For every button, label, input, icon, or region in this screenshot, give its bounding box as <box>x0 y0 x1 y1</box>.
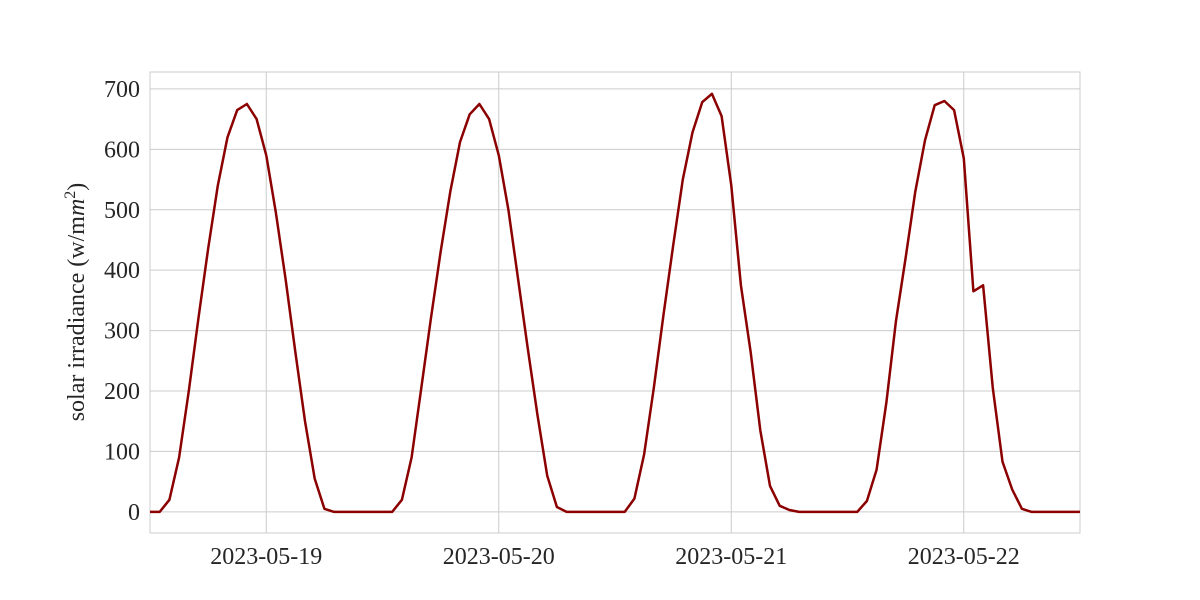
y-tick-label: 600 <box>104 137 140 163</box>
series-group <box>150 92 1080 514</box>
y-tick-label: 300 <box>104 319 140 345</box>
x-tick-label: 2023-05-20 <box>443 544 555 570</box>
plot-frame <box>149 71 1081 534</box>
y-tick-label: 0 <box>128 500 140 526</box>
y-axis-ticks: 0 100 200 300 400 500 600 700 <box>104 77 140 526</box>
series-line <box>150 92 1080 514</box>
y-tick-label: 700 <box>104 77 140 103</box>
y-axis-label: solar irradiance (w/mm2) <box>62 183 90 422</box>
y-tick-label: 200 <box>104 379 140 405</box>
y-tick-label: 400 <box>104 258 140 284</box>
x-tick-label: 2023-05-22 <box>908 544 1020 570</box>
y-tick-label: 500 <box>104 198 140 224</box>
x-tick-label: 2023-05-19 <box>210 544 322 570</box>
grid-lines <box>150 72 1080 533</box>
x-tick-label: 2023-05-21 <box>675 544 787 570</box>
y-tick-label: 100 <box>104 439 140 465</box>
x-axis-ticks: 2023-05-19 2023-05-20 2023-05-21 2023-05-22 <box>210 544 1019 570</box>
